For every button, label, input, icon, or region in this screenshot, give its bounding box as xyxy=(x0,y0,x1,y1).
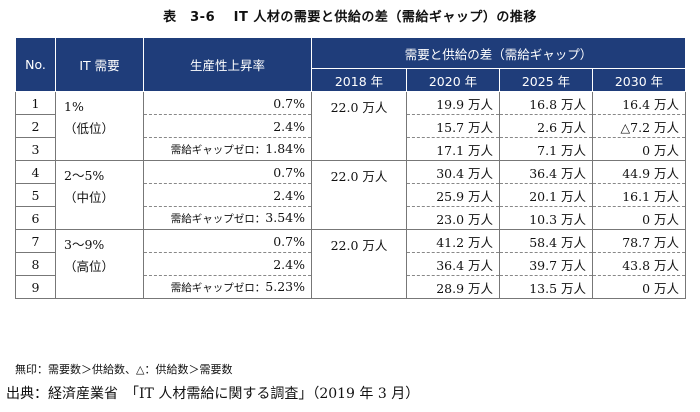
gap-2020: 30.4 万人 xyxy=(406,160,500,184)
gap-2020: 36.4 万人 xyxy=(406,252,500,276)
header-demand: IT 需要 xyxy=(55,37,144,92)
gap-2030: △7.2 万人 xyxy=(591,114,687,138)
rate-value: 1.84% xyxy=(265,141,305,156)
header-gap-group: 需要と供給の差（需給ギャップ） xyxy=(310,37,687,69)
productivity-rate: 0.7% xyxy=(143,160,312,184)
productivity-rate: 2.4% xyxy=(143,183,312,207)
row-number: 2 xyxy=(15,114,56,138)
rate-value: 0.7% xyxy=(273,233,305,249)
demand-level: （低位） xyxy=(64,121,115,136)
gap-2030: 0 万人 xyxy=(591,275,687,299)
gap-2030: 44.9 万人 xyxy=(591,160,687,184)
gap-2020: 15.7 万人 xyxy=(406,114,500,138)
productivity-rate: 2.4% xyxy=(143,114,312,138)
gap-2025: 13.5 万人 xyxy=(499,275,593,299)
row-number: 7 xyxy=(15,229,56,253)
productivity-rate: 需給ギャップゼロ：3.54% xyxy=(143,206,312,230)
gap-2020: 17.1 万人 xyxy=(406,137,500,161)
row-number: 9 xyxy=(15,275,56,299)
header-no: No. xyxy=(15,37,56,92)
supply-demand-gap-table: No. IT 需要 生産性上昇率 需要と供給の差（需給ギャップ） 2018 年 … xyxy=(15,37,687,299)
zero-gap-label: 需給ギャップゼロ： xyxy=(170,282,266,294)
table-title: 表 3-6 IT 人材の需要と供給の差（需給ギャップ）の推移 xyxy=(163,10,537,25)
row-number: 4 xyxy=(15,160,56,184)
gap-2018: 22.0 万人 xyxy=(311,91,407,161)
table-row: 4 2～5% （中位） 0.7% 22.0 万人 30.4 万人 36.4 万人… xyxy=(15,160,687,230)
row-number: 6 xyxy=(15,206,56,230)
gap-2025: 16.8 万人 xyxy=(499,91,593,115)
table-note: 無印：需要数＞供給数、△：供給数＞需要数 xyxy=(15,363,233,376)
productivity-rate: 2.4% xyxy=(143,252,312,276)
table-row: 7 3～9% （高位） 0.7% 22.0 万人 41.2 万人 58.4 万人… xyxy=(15,229,687,299)
productivity-rate: 需給ギャップゼロ：1.84% xyxy=(143,137,312,161)
header-year-2030: 2030 年 xyxy=(591,68,687,92)
gap-2025: 39.7 万人 xyxy=(499,252,593,276)
gap-2020: 19.9 万人 xyxy=(406,91,500,115)
gap-2020: 25.9 万人 xyxy=(406,183,500,207)
rate-value: 0.7% xyxy=(273,164,305,180)
row-number: 3 xyxy=(15,137,56,161)
demand-cell: 3～9% （高位） xyxy=(55,229,144,299)
rate-value: 5.23% xyxy=(265,279,305,294)
rate-value: 2.4% xyxy=(273,118,305,134)
table-row: 3 需給ギャップゼロ：1.84% 17.1 万人 7.1 万人 0 万人 xyxy=(15,137,687,161)
gap-2025: 10.3 万人 xyxy=(499,206,593,230)
rate-value: 3.54% xyxy=(265,210,305,225)
table-row: 5 2.4% 25.9 万人 20.1 万人 16.1 万人 xyxy=(15,183,687,207)
gap-2030: 16.1 万人 xyxy=(591,183,687,207)
header-year-2025: 2025 年 xyxy=(499,68,593,92)
header-productivity: 生産性上昇率 xyxy=(143,37,312,92)
row-number: 8 xyxy=(15,252,56,276)
gap-2030: 78.7 万人 xyxy=(591,229,687,253)
gap-2025: 36.4 万人 xyxy=(499,160,593,184)
rate-value: 2.4% xyxy=(273,256,305,272)
gap-2030: 0 万人 xyxy=(591,137,687,161)
gap-2018: 22.0 万人 xyxy=(311,229,407,299)
demand-rate: 3～9% xyxy=(64,237,105,252)
table-row: 9 需給ギャップゼロ：5.23% 28.9 万人 13.5 万人 0 万人 xyxy=(15,275,687,299)
rate-value: 0.7% xyxy=(273,95,305,111)
gap-2025: 20.1 万人 xyxy=(499,183,593,207)
demand-rate: 2～5% xyxy=(64,168,105,183)
zero-gap-label: 需給ギャップゼロ： xyxy=(170,144,266,156)
gap-2030: 43.8 万人 xyxy=(591,252,687,276)
gap-2018: 22.0 万人 xyxy=(311,160,407,230)
table-row: 1 1% （低位） 0.7% 22.0 万人 19.9 万人 16.8 万人 1… xyxy=(15,91,687,161)
demand-cell: 1% （低位） xyxy=(55,91,144,161)
demand-level: （高位） xyxy=(64,259,115,274)
demand-rate: 1% xyxy=(64,99,84,114)
gap-2030: 16.4 万人 xyxy=(591,91,687,115)
productivity-rate: 0.7% xyxy=(143,91,312,115)
table-row: 6 需給ギャップゼロ：3.54% 23.0 万人 10.3 万人 0 万人 xyxy=(15,206,687,230)
gap-2025: 7.1 万人 xyxy=(499,137,593,161)
rate-value: 2.4% xyxy=(273,187,305,203)
gap-2025: 58.4 万人 xyxy=(499,229,593,253)
productivity-rate: 需給ギャップゼロ：5.23% xyxy=(143,275,312,299)
header-year-2020: 2020 年 xyxy=(406,68,500,92)
demand-cell: 2～5% （中位） xyxy=(55,160,144,230)
row-number: 5 xyxy=(15,183,56,207)
table-row: 8 2.4% 36.4 万人 39.7 万人 43.8 万人 xyxy=(15,252,687,276)
source-citation: 出典：経済産業省 「IT 人材需給に関する調査」（2019 年 3 月） xyxy=(6,386,420,402)
row-number: 1 xyxy=(15,91,56,115)
demand-level: （中位） xyxy=(64,190,115,205)
zero-gap-label: 需給ギャップゼロ： xyxy=(170,213,266,225)
gap-2025: 2.6 万人 xyxy=(499,114,593,138)
productivity-rate: 0.7% xyxy=(143,229,312,253)
table-header: No. IT 需要 生産性上昇率 需要と供給の差（需給ギャップ） 2018 年 … xyxy=(15,37,687,92)
table-body: 1 1% （低位） 0.7% 22.0 万人 19.9 万人 16.8 万人 1… xyxy=(15,91,687,299)
gap-2020: 28.9 万人 xyxy=(406,275,500,299)
gap-2020: 41.2 万人 xyxy=(406,229,500,253)
gap-2030: 0 万人 xyxy=(591,206,687,230)
gap-2020: 23.0 万人 xyxy=(406,206,500,230)
header-year-2018: 2018 年 xyxy=(311,68,407,92)
